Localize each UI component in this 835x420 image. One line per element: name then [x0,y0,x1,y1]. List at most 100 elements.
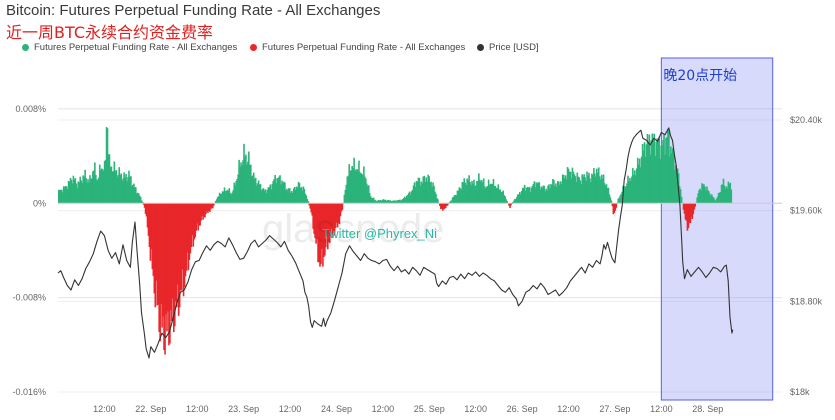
funding-bar-positive [59,189,62,204]
funding-bar-negative [320,203,322,264]
funding-bar-positive [634,175,637,204]
funding-bar-positive [572,171,575,204]
twitter-handle: Twitter @Phyrex_Ni [322,226,437,241]
funding-bar-positive [359,172,361,204]
funding-bar-positive [586,171,588,204]
funding-bar-positive [638,158,641,204]
funding-bar-positive [101,169,104,204]
funding-bar-positive [433,185,435,204]
funding-bar-positive [290,191,293,204]
funding-bar-positive [460,189,463,204]
funding-bar-negative [170,203,172,311]
funding-bar-positive [230,194,233,204]
funding-bar-positive [678,186,681,204]
funding-bar-negative [686,203,689,231]
funding-bar-positive [469,182,471,204]
funding-bar-positive [283,181,285,204]
funding-bar-positive [238,159,240,204]
funding-bar-negative [614,203,617,211]
funding-bar-positive [347,175,350,204]
funding-bar-positive [577,176,580,204]
funding-bar-negative [332,203,335,233]
funding-bar-positive [666,137,668,204]
legend-item-price[interactable]: Price [USD] [477,42,539,53]
funding-bar-positive [115,170,118,204]
funding-bar-positive [126,181,128,204]
funding-bar-positive [132,184,134,204]
legend-item-positive-funding[interactable]: Futures Perpetual Funding Rate - All Exc… [22,42,237,53]
funding-bar-positive [217,196,220,204]
funding-bar-positive [669,156,671,204]
funding-bar-positive [489,183,492,204]
funding-bar-positive [67,180,70,204]
funding-bar-positive [730,189,733,204]
funding-bar-negative [183,203,186,288]
x-tick-label: 26. Sep [507,404,538,414]
funding-bar-positive [80,180,83,204]
legend-item-negative-funding[interactable]: Futures Perpetual Funding Rate - All Exc… [250,42,465,53]
funding-bar-positive [395,201,397,204]
funding-bar-positive [672,148,674,204]
funding-bar-positive [288,188,291,204]
funding-bar-positive [490,183,493,204]
funding-bar-positive [365,183,368,204]
funding-bar-positive [480,181,482,204]
funding-bar-positive [384,199,387,204]
funding-bar-positive [482,178,485,204]
funding-bar-negative [208,203,210,212]
funding-bar-positive [566,167,569,204]
funding-bar-negative [321,203,323,249]
funding-bar-positive [242,160,244,204]
funding-bar-positive [364,176,366,204]
funding-bar-positive [278,176,280,204]
funding-bar-positive [231,192,234,204]
funding-bar-positive [239,166,241,204]
funding-bar-positive [394,200,396,204]
funding-bar-positive [223,187,226,204]
funding-bar-positive [625,186,627,204]
funding-bar-positive [269,184,272,204]
funding-bar-positive [632,168,634,204]
funding-bar-positive [104,159,107,204]
funding-bar-positive [575,181,578,204]
funding-bar-positive [403,196,406,204]
funding-bar-positive [607,187,610,204]
funding-bar-positive [246,164,248,204]
legend-label-price: Price [USD] [489,42,539,53]
funding-bar-positive [390,201,392,204]
funding-bar-negative [167,203,169,312]
funding-bar-positive [580,184,582,204]
funding-bar-positive [453,195,456,204]
funding-bar-positive [436,198,438,204]
funding-bar-positive [276,178,278,204]
funding-bar-negative [329,203,332,236]
funding-bar-positive [449,200,452,204]
funding-bar-positive [235,181,237,204]
funding-bar-positive [547,185,549,204]
funding-bar-positive [285,190,287,204]
funding-bar-positive [467,180,469,204]
funding-bar-positive [236,178,238,204]
funding-bar-positive [266,189,269,204]
funding-bar-positive [434,191,436,204]
funding-bar-positive [550,184,552,204]
funding-bar-positive [593,168,595,204]
funding-bar-positive [598,176,601,204]
funding-bar-positive [539,189,542,204]
funding-bar-positive [60,189,63,204]
funding-bar-positive [518,191,521,204]
funding-bar-positive [519,194,522,204]
x-tick-label: 12:00 [464,404,487,414]
funding-bar-positive [600,174,603,204]
funding-bar-positive [588,172,590,204]
funding-bar-negative [314,203,316,239]
funding-bar-positive [527,187,530,204]
funding-bar-positive [637,164,640,204]
funding-bar-positive [397,200,399,204]
funding-bar-positive [703,184,705,204]
funding-bar-positive [480,180,483,204]
funding-bar-positive [546,190,548,204]
funding-bar-negative [173,203,175,333]
funding-bar-negative [165,203,167,315]
funding-bar-positive [568,171,571,204]
